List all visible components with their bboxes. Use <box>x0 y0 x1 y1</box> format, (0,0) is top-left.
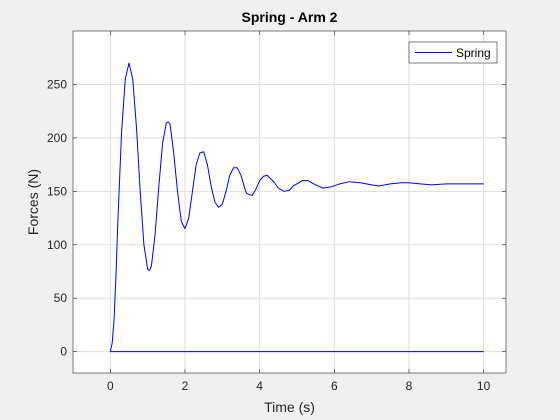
x-axis-label: Time (s) <box>264 399 315 415</box>
y-tick-label: 100 <box>47 238 67 252</box>
x-tick-label: 4 <box>256 379 263 393</box>
y-tick-label: 150 <box>47 184 67 198</box>
chart-title: Spring - Arm 2 <box>242 9 338 25</box>
x-tick-label: 8 <box>406 379 413 393</box>
y-tick-label: 50 <box>54 291 68 305</box>
y-tick-label: 0 <box>60 345 67 359</box>
y-axis-label: Forces (N) <box>25 169 41 235</box>
y-tick-label: 200 <box>47 131 67 145</box>
x-tick-label: 10 <box>477 379 491 393</box>
x-tick-label: 6 <box>331 379 338 393</box>
legend-label-spring: Spring <box>456 46 491 60</box>
x-tick-label: 0 <box>107 379 114 393</box>
series-layer <box>109 62 484 353</box>
y-tick-label: 250 <box>47 77 67 91</box>
legend-box <box>408 41 498 64</box>
axes-background <box>73 31 506 373</box>
legend: Spring <box>408 41 498 64</box>
axes-box <box>72 30 507 374</box>
series-line-spring <box>109 62 484 352</box>
x-tick-label: 2 <box>182 379 189 393</box>
